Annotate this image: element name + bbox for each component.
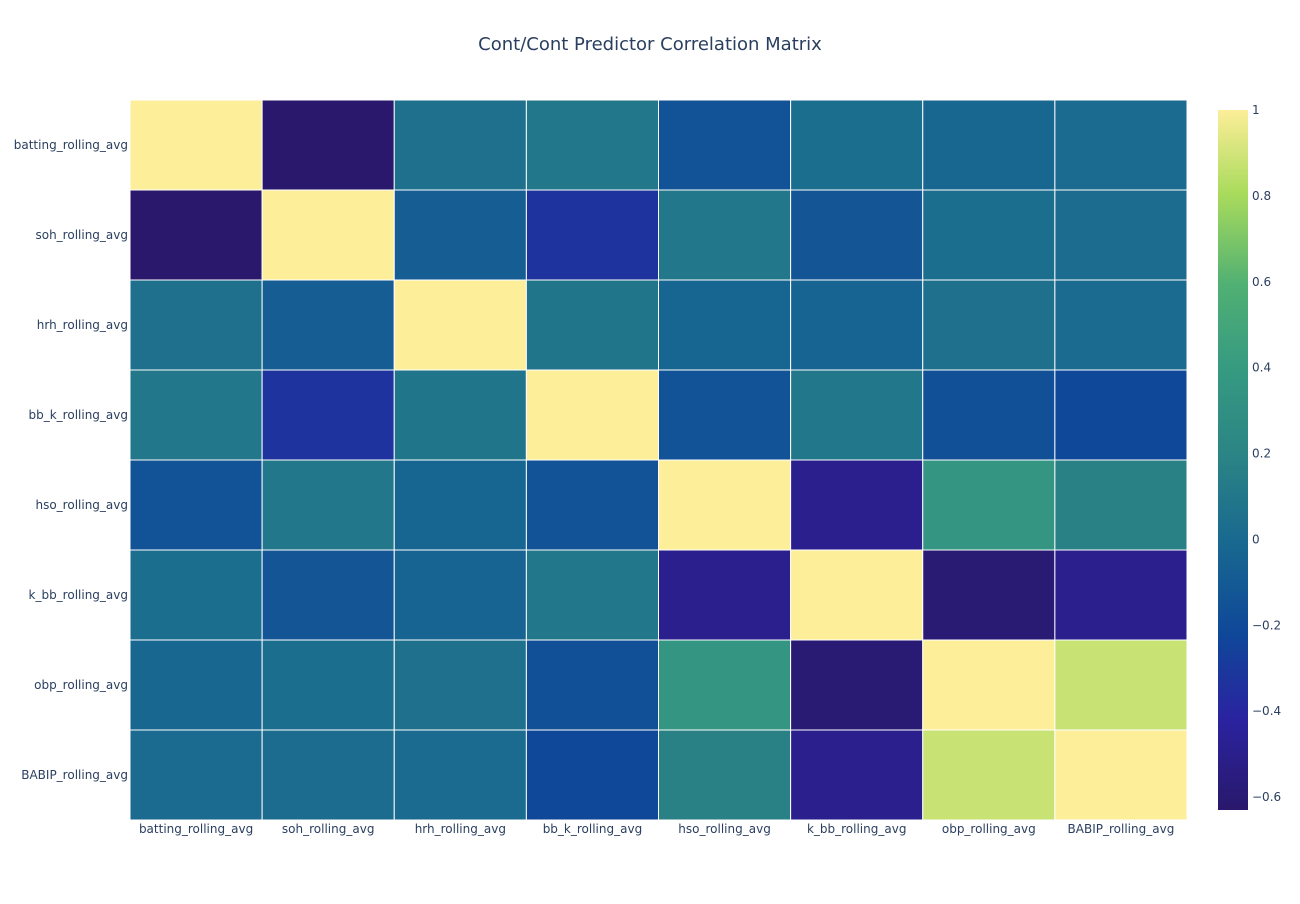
heatmap-cell-r6-c0 — [129, 639, 263, 731]
x-tick-label: k_bb_rolling_avg — [807, 822, 907, 836]
heatmap-cell-r5-c7 — [1054, 549, 1188, 641]
heatmap-cell-r7-c0 — [129, 729, 263, 821]
y-tick-label: batting_rolling_avg — [14, 138, 128, 152]
x-tick-label: hso_rolling_avg — [678, 822, 771, 836]
heatmap-cell-r1-c4 — [658, 189, 792, 281]
colorbar-tick-label: 0.2 — [1252, 447, 1271, 461]
heatmap-cell-r1-c2 — [393, 189, 527, 281]
colorbar: 1 0.8 0.6 0.4 0.2 0 −0.2 −0.4 −0.6 — [1218, 103, 1281, 810]
x-tick-label: obp_rolling_avg — [942, 822, 1036, 836]
heatmap-cell-r3-c5 — [790, 369, 924, 461]
chart-title: Cont/Cont Predictor Correlation Matrix — [478, 34, 822, 55]
heatmap-cell-r1-c3 — [525, 189, 659, 281]
heatmap-cell-r1-c1 — [261, 189, 395, 281]
heatmap-cell-r2-c7 — [1054, 279, 1188, 371]
heatmap-cell-r0-c6 — [922, 99, 1056, 191]
heatmap-cell-r4-c3 — [525, 459, 659, 551]
colorbar-tick-label: 0.6 — [1252, 275, 1271, 289]
heatmap-cell-r4-c2 — [393, 459, 527, 551]
heatmap-cell-r3-c1 — [261, 369, 395, 461]
heatmap-cell-r6-c5 — [790, 639, 924, 731]
heatmap-cell-r5-c4 — [658, 549, 792, 641]
heatmap-cell-r2-c2 — [393, 279, 527, 371]
heatmap-cell-r7-c5 — [790, 729, 924, 821]
heatmap-cell-r3-c2 — [393, 369, 527, 461]
heatmap-cell-r4-c6 — [922, 459, 1056, 551]
heatmap-cell-r4-c7 — [1054, 459, 1188, 551]
heatmap-cell-r7-c3 — [525, 729, 659, 821]
y-tick-label: hso_rolling_avg — [35, 498, 128, 512]
colorbar-gradient-bar — [1218, 110, 1248, 810]
y-tick-label: k_bb_rolling_avg — [29, 588, 129, 602]
heatmap-cell-r2-c1 — [261, 279, 395, 371]
heatmap-cell-r6-c3 — [525, 639, 659, 731]
heatmap-cell-r6-c1 — [261, 639, 395, 731]
heatmap-cell-r2-c3 — [525, 279, 659, 371]
x-tick-label: hrh_rolling_avg — [415, 822, 506, 836]
colorbar-tick-label: −0.2 — [1252, 618, 1281, 632]
heatmap-cell-r5-c0 — [129, 549, 263, 641]
heatmap-cell-r7-c6 — [922, 729, 1056, 821]
x-tick-label: BABIP_rolling_avg — [1068, 822, 1175, 836]
heatmap-cell-r2-c5 — [790, 279, 924, 371]
colorbar-tick-label: 1 — [1252, 103, 1260, 117]
heatmap-cell-r1-c7 — [1054, 189, 1188, 281]
y-axis-tick-labels: batting_rolling_avg soh_rolling_avg hrh_ro… — [14, 138, 128, 782]
heatmap-cell-r6-c4 — [658, 639, 792, 731]
heatmap-cell-r0-c2 — [393, 99, 527, 191]
colorbar-tick-label: 0.4 — [1252, 361, 1271, 375]
heatmap-cell-r4-c0 — [129, 459, 263, 551]
y-tick-label: bb_k_rolling_avg — [29, 408, 129, 422]
heatmap-cell-r4-c4 — [658, 459, 792, 551]
heatmap-cell-r0-c0 — [129, 99, 263, 191]
heatmap-cell-r7-c2 — [393, 729, 527, 821]
heatmap-cell-r4-c1 — [261, 459, 395, 551]
heatmap-cell-r5-c2 — [393, 549, 527, 641]
heatmap-cell-r3-c7 — [1054, 369, 1188, 461]
heatmap-cell-r3-c0 — [129, 369, 263, 461]
colorbar-tick-label: 0 — [1252, 532, 1260, 546]
heatmap-cell-r2-c0 — [129, 279, 263, 371]
heatmap-cell-r2-c6 — [922, 279, 1056, 371]
heatmap-cell-r1-c5 — [790, 189, 924, 281]
heatmap-cell-r7-c1 — [261, 729, 395, 821]
colorbar-tick-label: 0.8 — [1252, 189, 1271, 203]
heatmap-cell-r1-c6 — [922, 189, 1056, 281]
heatmap-cell-r3-c3 — [525, 369, 659, 461]
x-tick-label: batting_rolling_avg — [139, 822, 253, 836]
heatmap-cell-r5-c3 — [525, 549, 659, 641]
y-tick-label: obp_rolling_avg — [34, 678, 128, 692]
heatmap-cell-r7-c4 — [658, 729, 792, 821]
heatmap-cell-r1-c0 — [129, 189, 263, 281]
heatmap-cell-r5-c6 — [922, 549, 1056, 641]
heatmap-cell-r0-c3 — [525, 99, 659, 191]
heatmap-cells — [129, 99, 1188, 821]
y-tick-label: hrh_rolling_avg — [37, 318, 128, 332]
heatmap-cell-r3-c4 — [658, 369, 792, 461]
heatmap-cell-r6-c6 — [922, 639, 1056, 731]
heatmap-cell-r0-c7 — [1054, 99, 1188, 191]
x-axis-tick-labels: batting_rolling_avg soh_rolling_avg hrh_ro… — [139, 822, 1174, 836]
heatmap-cell-r5-c1 — [261, 549, 395, 641]
x-tick-label: bb_k_rolling_avg — [543, 822, 643, 836]
heatmap-cell-r7-c7 — [1054, 729, 1188, 821]
heatmap-cell-r2-c4 — [658, 279, 792, 371]
y-tick-label: soh_rolling_avg — [35, 228, 128, 242]
x-tick-label: soh_rolling_avg — [282, 822, 375, 836]
heatmap-cell-r6-c2 — [393, 639, 527, 731]
colorbar-tick-label: −0.4 — [1252, 704, 1281, 718]
heatmap-cell-r4-c5 — [790, 459, 924, 551]
heatmap-cell-r0-c4 — [658, 99, 792, 191]
y-tick-label: BABIP_rolling_avg — [21, 768, 128, 782]
heatmap-cell-r5-c5 — [790, 549, 924, 641]
heatmap-cell-r3-c6 — [922, 369, 1056, 461]
heatmap-cell-r0-c1 — [261, 99, 395, 191]
heatmap-cell-r0-c5 — [790, 99, 924, 191]
heatmap-cell-r6-c7 — [1054, 639, 1188, 731]
colorbar-tick-label: −0.6 — [1252, 790, 1281, 804]
